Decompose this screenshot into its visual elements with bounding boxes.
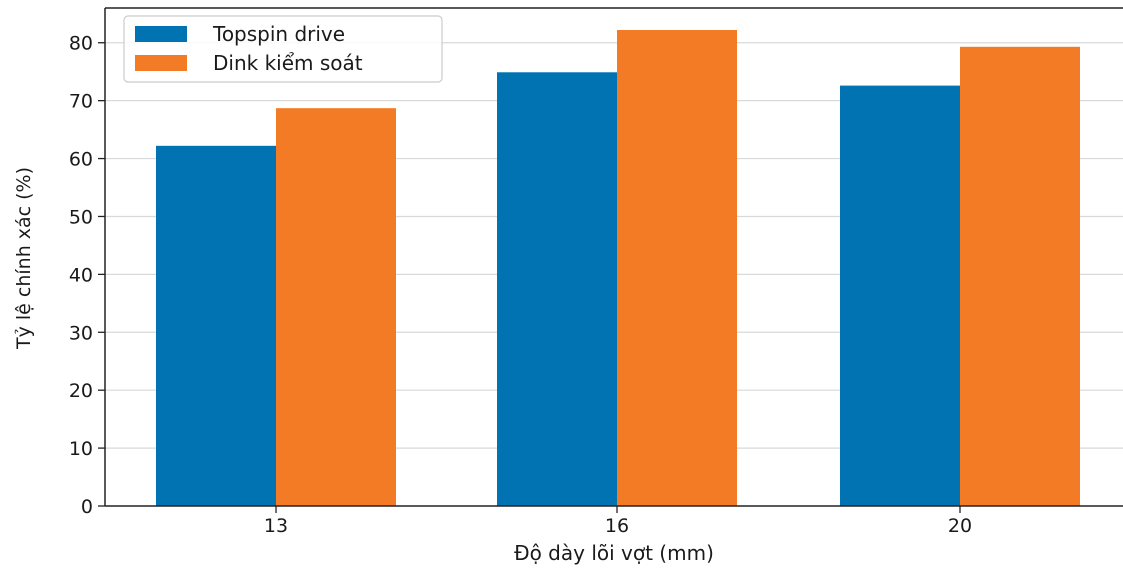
y-tick-label: 40 [69, 264, 93, 286]
legend: Topspin drive Dink kiểm soát [123, 15, 443, 83]
y-tick-label: 20 [69, 380, 93, 402]
y-tick-label: 80 [69, 33, 93, 55]
x-tick-label: 13 [264, 515, 288, 537]
legend-frame [123, 15, 443, 83]
y-tick-label: 50 [69, 206, 93, 228]
y-tick-label: 10 [69, 438, 93, 460]
y-tick-label: 60 [69, 149, 93, 171]
bar-topspin-16 [497, 72, 617, 507]
legend-label-dink: Dink kiểm soát [213, 51, 363, 75]
axes [104, 7, 1123, 507]
x-axis-title: Độ dày lõi vợt (mm) [514, 541, 714, 565]
x-ticks: 13 16 20 [264, 506, 972, 537]
y-tick-label: 30 [69, 322, 93, 344]
legend-swatch-dink [135, 55, 187, 71]
bar-dink-13 [276, 108, 396, 506]
bar-dink-20 [960, 46, 1080, 507]
y-ticks: 0 10 20 30 40 50 60 70 80 [69, 33, 105, 518]
x-tick-label: 16 [605, 515, 629, 537]
bar-dink-16 [617, 30, 737, 507]
y-tick-label: 0 [81, 496, 93, 518]
y-axis-title: Tỷ lệ chính xác (%) [13, 167, 35, 350]
legend-swatch-topspin [135, 26, 187, 42]
bar-topspin-13 [156, 145, 276, 506]
bar-topspin-20 [840, 85, 960, 507]
legend-label-topspin: Topspin drive [212, 22, 345, 46]
y-tick-label: 70 [69, 91, 93, 113]
bars [156, 30, 1080, 507]
x-tick-label: 20 [948, 515, 972, 537]
